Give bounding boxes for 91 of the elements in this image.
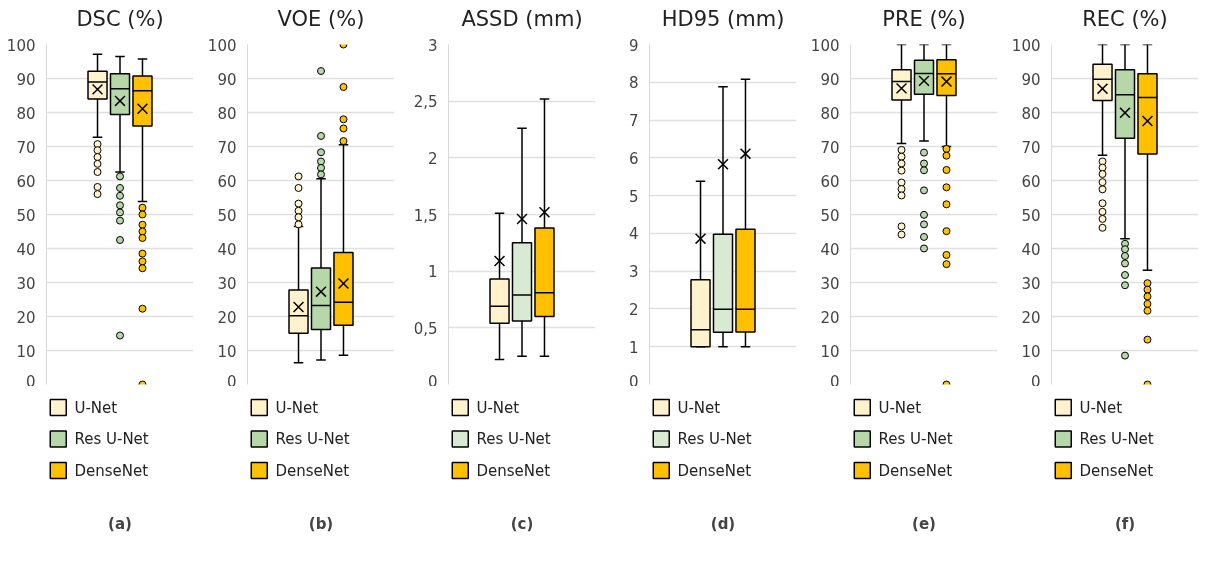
y-tick-label: 80 [217, 104, 237, 123]
legend-label: Res U-Net [74, 430, 149, 448]
legend-label: DenseNet [74, 461, 149, 480]
legend-label: U-Net [1079, 398, 1123, 417]
y-tick-label: 0 [1030, 372, 1041, 391]
y-tick-label: 70 [820, 138, 840, 157]
legend-label: DenseNet [1079, 461, 1154, 480]
chart-title: ASSD (mm) [461, 7, 583, 32]
legend-label: U-Net [476, 398, 520, 417]
y-tick-label: 10 [1021, 342, 1041, 361]
y-tick-label: 100 [810, 36, 840, 55]
legend-label: DenseNet [476, 461, 551, 480]
chart-title: VOE (%) [277, 7, 365, 32]
legend-label: Res U-Net [677, 430, 752, 448]
y-tick-label: 80 [1021, 104, 1041, 123]
y-tick-label: 80 [820, 104, 840, 123]
y-tick-label: 60 [217, 172, 237, 191]
y-tick-label: 40 [16, 240, 36, 259]
y-tick-label: 8 [628, 74, 639, 93]
y-tick-label: 1,5 [413, 206, 438, 225]
chart-title: PRE (%) [882, 7, 966, 32]
y-tick-label: 30 [1021, 274, 1041, 293]
text: (a) [108, 514, 132, 533]
y-tick-label: 0 [226, 372, 237, 391]
y-tick-label: 3 [628, 263, 639, 282]
y-tick-label: 60 [1021, 172, 1041, 191]
legend-label: U-Net [275, 398, 319, 417]
chart-title: DSC (%) [76, 7, 164, 32]
y-tick-label: 70 [1021, 138, 1041, 157]
chart-title: REC (%) [1082, 7, 1168, 32]
y-tick-label: 3 [427, 36, 438, 55]
y-tick-label: 90 [217, 70, 237, 89]
y-tick-label: 70 [16, 138, 36, 157]
y-tick-label: 90 [16, 70, 36, 89]
y-tick-label: 20 [217, 308, 237, 327]
y-tick-label: 30 [820, 274, 840, 293]
legend-label: Res U-Net [476, 430, 551, 448]
legend-label: Res U-Net [1079, 430, 1154, 448]
legend-label: DenseNet [275, 461, 350, 480]
text: (f) [1114, 514, 1136, 533]
y-tick-label: 0 [427, 372, 438, 391]
y-tick-label: 80 [16, 104, 36, 123]
y-tick-label: 60 [16, 172, 36, 191]
legend-label: U-Net [878, 398, 922, 417]
y-tick-label: 0 [628, 372, 639, 391]
legend-label: Res U-Net [275, 430, 350, 448]
text: (e) [912, 514, 936, 533]
y-tick-label: 50 [217, 206, 237, 225]
y-tick-label: 70 [217, 138, 237, 157]
y-tick-label: 1 [427, 263, 438, 282]
y-tick-label: 2,5 [413, 93, 438, 112]
y-tick-label: 6 [628, 149, 639, 168]
y-tick-label: 0 [829, 372, 840, 391]
y-tick-label: 7 [628, 112, 639, 131]
y-tick-label: 100 [207, 36, 237, 55]
y-tick-label: 5 [628, 187, 639, 206]
y-tick-label: 9 [628, 36, 639, 55]
y-tick-label: 60 [820, 172, 840, 191]
y-tick-label: 30 [217, 274, 237, 293]
y-tick-label: 0,5 [413, 319, 438, 338]
y-tick-label: 1 [628, 338, 639, 357]
y-tick-label: 40 [820, 240, 840, 259]
legend-label: Res U-Net [878, 430, 953, 448]
y-tick-label: 40 [1021, 240, 1041, 259]
y-tick-label: 10 [217, 342, 237, 361]
y-tick-label: 10 [16, 342, 36, 361]
y-tick-label: 4 [628, 225, 639, 244]
y-tick-label: 10 [820, 342, 840, 361]
y-tick-label: 20 [1021, 308, 1041, 327]
text: (c) [510, 514, 534, 533]
y-tick-label: 2 [628, 300, 639, 319]
y-tick-label: 0 [25, 372, 36, 391]
legend-label: DenseNet [677, 461, 752, 480]
y-tick-label: 100 [1011, 36, 1041, 55]
y-tick-label: 50 [820, 206, 840, 225]
y-tick-label: 50 [1021, 206, 1041, 225]
legend-label: U-Net [74, 398, 118, 417]
y-tick-label: 20 [820, 308, 840, 327]
y-tick-label: 30 [16, 274, 36, 293]
y-tick-label: 100 [6, 36, 36, 55]
y-tick-label: 2 [427, 149, 438, 168]
legend-label: U-Net [677, 398, 721, 417]
text: (b) [308, 514, 334, 533]
legend-label: DenseNet [878, 461, 953, 480]
y-tick-label: 40 [217, 240, 237, 259]
y-tick-label: 20 [16, 308, 36, 327]
y-tick-label: 50 [16, 206, 36, 225]
chart-title: HD95 (mm) [661, 7, 785, 32]
y-tick-label: 90 [820, 70, 840, 89]
y-tick-label: 90 [1021, 70, 1041, 89]
text: (d) [710, 514, 736, 533]
